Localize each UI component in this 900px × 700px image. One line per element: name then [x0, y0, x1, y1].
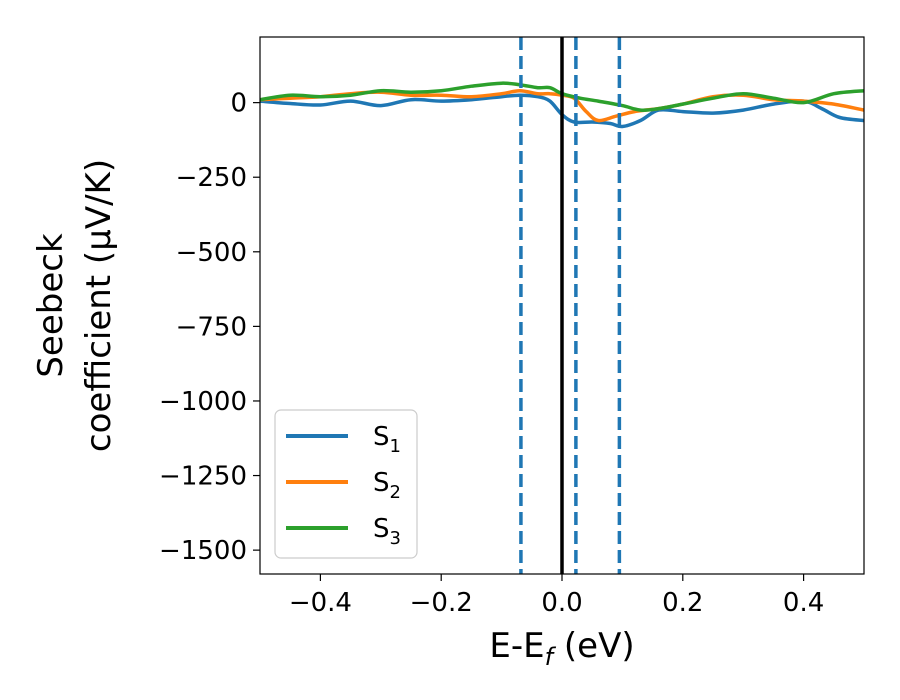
x-tick-label: 0.4: [783, 588, 824, 618]
x-tick-label: −0.4: [289, 588, 352, 618]
y-tick-label: −1000: [159, 387, 247, 417]
x-tick-label: 0.0: [541, 588, 582, 618]
x-axis-label: E-Ef (eV): [489, 626, 634, 671]
x-axis-ticks: −0.4 −0.2 0.0 0.2 0.4: [289, 574, 824, 618]
y-tick-label: −1250: [159, 462, 247, 492]
y-axis-label-line2: coefficient (μV/K): [79, 159, 119, 452]
x-tick-label: 0.2: [662, 588, 703, 618]
y-tick-label: −500: [176, 238, 247, 268]
legend-label-s3: S3: [373, 514, 401, 549]
y-axis-ticks: 0 −250 −500 −750 −1000 −1250 −1500: [159, 89, 260, 566]
y-tick-label: −750: [176, 312, 247, 342]
legend: S1 S2 S3: [274, 409, 418, 559]
y-tick-label: −1500: [159, 536, 247, 566]
legend-label-s2: S2: [373, 468, 401, 503]
x-tick-label: −0.2: [410, 588, 473, 618]
vertical-lines: [519, 37, 622, 574]
y-tick-label: −250: [176, 163, 247, 193]
legend-label-s1: S1: [373, 422, 401, 457]
series-line-s1: [260, 93, 864, 129]
y-tick-label: 0: [230, 89, 247, 119]
y-axis-label-line1: Seebeck: [31, 233, 71, 378]
